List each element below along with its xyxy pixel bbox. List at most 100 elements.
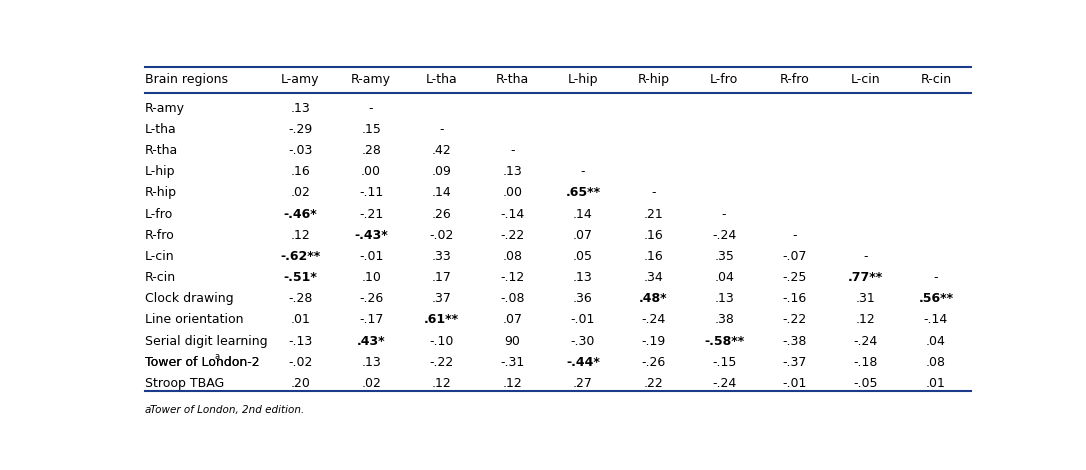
Text: -.62**: -.62**	[280, 250, 320, 263]
Text: -.22: -.22	[501, 229, 525, 242]
Text: .12: .12	[856, 313, 875, 327]
Text: .07: .07	[573, 229, 593, 242]
Text: R-fro: R-fro	[780, 73, 809, 86]
Text: R-fro: R-fro	[146, 229, 175, 242]
Text: -.31: -.31	[501, 356, 525, 369]
Text: .13: .13	[362, 356, 381, 369]
Text: -.16: -.16	[783, 292, 807, 305]
Text: -.30: -.30	[571, 335, 595, 348]
Text: -.08: -.08	[500, 292, 525, 305]
Text: -.12: -.12	[501, 271, 525, 284]
Text: .36: .36	[573, 292, 593, 305]
Text: a: a	[214, 352, 219, 361]
Text: L-tha: L-tha	[426, 73, 457, 86]
Text: -.19: -.19	[642, 335, 666, 348]
Text: -.17: -.17	[358, 313, 383, 327]
Text: .38: .38	[715, 313, 734, 327]
Text: .00: .00	[503, 187, 522, 199]
Text: .13: .13	[715, 292, 734, 305]
Text: .16: .16	[644, 250, 664, 263]
Text: -: -	[793, 229, 797, 242]
Text: .17: .17	[432, 271, 452, 284]
Text: .22: .22	[644, 377, 664, 390]
Text: .28: .28	[362, 144, 381, 157]
Text: .35: .35	[715, 250, 734, 263]
Text: .01: .01	[291, 313, 311, 327]
Text: Serial digit learning: Serial digit learning	[146, 335, 267, 348]
Text: .15: .15	[362, 123, 381, 136]
Text: Tower of London-2: Tower of London-2	[146, 356, 260, 369]
Text: .04: .04	[715, 271, 734, 284]
Text: -: -	[722, 208, 727, 220]
Text: .13: .13	[503, 165, 522, 178]
Text: .05: .05	[573, 250, 593, 263]
Text: -.18: -.18	[854, 356, 877, 369]
Text: .21: .21	[644, 208, 664, 220]
Text: -.26: -.26	[359, 292, 383, 305]
Text: -.02: -.02	[429, 229, 454, 242]
Text: R-tha: R-tha	[146, 144, 178, 157]
Text: Stroop TBAG: Stroop TBAG	[146, 377, 225, 390]
Text: -.24: -.24	[642, 313, 666, 327]
Text: R-cin: R-cin	[146, 271, 176, 284]
Text: -.25: -.25	[783, 271, 807, 284]
Text: .10: .10	[362, 271, 381, 284]
Text: -.58**: -.58**	[704, 335, 744, 348]
Text: .08: .08	[926, 356, 946, 369]
Text: -.22: -.22	[783, 313, 807, 327]
Text: R-cin: R-cin	[920, 73, 951, 86]
Text: .16: .16	[291, 165, 311, 178]
Text: Tower of London, 2nd edition.: Tower of London, 2nd edition.	[150, 405, 304, 415]
Text: -: -	[652, 187, 656, 199]
Text: L-hip: L-hip	[568, 73, 598, 86]
Text: .02: .02	[291, 187, 311, 199]
Text: .20: .20	[291, 377, 311, 390]
Text: .00: .00	[361, 165, 381, 178]
Text: .01: .01	[926, 377, 946, 390]
Text: -: -	[934, 271, 938, 284]
Text: .14: .14	[432, 187, 452, 199]
Text: -.51*: -.51*	[283, 271, 317, 284]
Text: .09: .09	[432, 165, 452, 178]
Text: -.07: -.07	[782, 250, 807, 263]
Text: -.43*: -.43*	[354, 229, 388, 242]
Text: L-hip: L-hip	[146, 165, 176, 178]
Text: .12: .12	[432, 377, 452, 390]
Text: .56**: .56**	[919, 292, 954, 305]
Text: .04: .04	[926, 335, 946, 348]
Text: R-amy: R-amy	[146, 102, 185, 115]
Text: -.01: -.01	[783, 377, 807, 390]
Text: -.11: -.11	[359, 187, 383, 199]
Text: -.03: -.03	[288, 144, 313, 157]
Text: -.22: -.22	[430, 356, 454, 369]
Text: .42: .42	[432, 144, 452, 157]
Text: L-amy: L-amy	[281, 73, 319, 86]
Text: -.29: -.29	[289, 123, 313, 136]
Text: R-hip: R-hip	[637, 73, 669, 86]
Text: .14: .14	[573, 208, 593, 220]
Text: -: -	[510, 144, 515, 157]
Text: L-tha: L-tha	[146, 123, 177, 136]
Text: Brain regions: Brain regions	[146, 73, 228, 86]
Text: L-cin: L-cin	[146, 250, 175, 263]
Text: -.14: -.14	[924, 313, 948, 327]
Text: .02: .02	[362, 377, 381, 390]
Text: .16: .16	[644, 229, 664, 242]
Text: -.21: -.21	[359, 208, 383, 220]
Text: -: -	[863, 250, 868, 263]
Text: .33: .33	[432, 250, 452, 263]
Text: -.38: -.38	[783, 335, 807, 348]
Text: -.10: -.10	[429, 335, 454, 348]
Text: L-cin: L-cin	[850, 73, 880, 86]
Text: Line orientation: Line orientation	[146, 313, 243, 327]
Text: .08: .08	[503, 250, 522, 263]
Text: .31: .31	[856, 292, 875, 305]
Text: .12: .12	[291, 229, 311, 242]
Text: .12: .12	[503, 377, 522, 390]
Text: a: a	[146, 405, 151, 415]
Text: R-hip: R-hip	[146, 187, 177, 199]
Text: -.14: -.14	[501, 208, 525, 220]
Text: .27: .27	[573, 377, 593, 390]
Text: 90: 90	[504, 335, 520, 348]
Text: -.13: -.13	[289, 335, 313, 348]
